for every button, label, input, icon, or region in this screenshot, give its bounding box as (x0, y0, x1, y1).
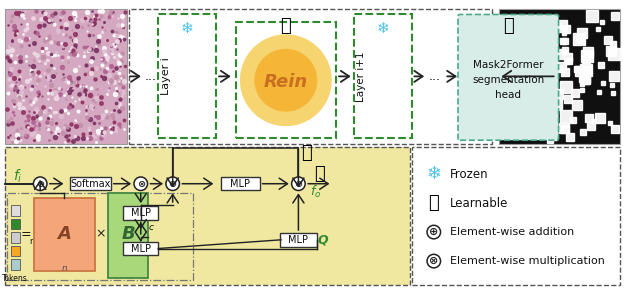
FancyBboxPatch shape (458, 15, 559, 140)
Text: Element-wise multiplication: Element-wise multiplication (451, 256, 605, 266)
Text: ❄: ❄ (426, 165, 442, 183)
Text: c: c (149, 223, 154, 232)
Bar (11, 205, 20, 215)
Text: ❄: ❄ (376, 22, 389, 36)
Text: ...: ... (429, 70, 441, 83)
Circle shape (166, 177, 179, 190)
Text: ⊕: ⊕ (294, 179, 303, 189)
Text: Mask2Former
segmentation
head: Mask2Former segmentation head (472, 60, 545, 100)
Text: Frozen: Frozen (451, 168, 489, 180)
Bar (124, 206, 158, 220)
Text: Softmax: Softmax (70, 179, 111, 189)
Bar (124, 242, 158, 255)
Bar (11, 259, 20, 270)
Text: ⊗: ⊗ (137, 179, 145, 189)
Text: Tokens: Tokens (2, 274, 28, 283)
Text: B: B (122, 225, 135, 243)
Text: 🔥: 🔥 (503, 17, 514, 35)
Bar (499, 9, 620, 144)
FancyBboxPatch shape (353, 15, 412, 138)
Text: Layer i: Layer i (161, 58, 171, 95)
Bar (412, 147, 620, 285)
Text: ⊕: ⊕ (429, 227, 438, 237)
Text: $f_o$: $f_o$ (310, 184, 321, 201)
Text: 🔥: 🔥 (280, 17, 291, 35)
Circle shape (33, 177, 47, 190)
Text: r: r (29, 237, 33, 246)
Bar (221, 177, 260, 190)
FancyBboxPatch shape (129, 9, 492, 144)
Text: $f_i$: $f_i$ (13, 167, 22, 185)
Text: Element-wise addition: Element-wise addition (451, 227, 575, 237)
Bar (11, 246, 20, 256)
Bar (70, 177, 111, 190)
Circle shape (134, 177, 148, 190)
Text: Rein: Rein (264, 73, 308, 91)
Text: MLP: MLP (289, 235, 308, 245)
Bar (11, 218, 20, 229)
Text: Q: Q (317, 233, 328, 246)
Ellipse shape (240, 34, 332, 126)
Text: Layer i+1: Layer i+1 (356, 51, 366, 102)
Text: 🔥: 🔥 (314, 165, 325, 183)
Text: =: = (20, 228, 31, 241)
Text: 🔥: 🔥 (301, 144, 312, 162)
Bar (5, 147, 410, 285)
Text: ⊕: ⊕ (168, 179, 177, 189)
Bar (35, 198, 95, 271)
Text: n: n (61, 264, 67, 273)
Circle shape (427, 254, 440, 268)
Text: 🔥: 🔥 (428, 194, 439, 212)
Circle shape (292, 177, 305, 190)
Text: Learnable: Learnable (451, 197, 509, 210)
Bar (108, 193, 148, 277)
Text: ...: ... (145, 70, 156, 83)
FancyBboxPatch shape (158, 15, 216, 138)
Bar (5, 9, 127, 144)
Text: ⊗: ⊗ (36, 179, 44, 189)
FancyBboxPatch shape (412, 147, 620, 285)
Text: MLP: MLP (131, 208, 151, 218)
Bar (11, 232, 20, 243)
Text: A: A (58, 225, 71, 243)
Text: MLP: MLP (131, 244, 151, 253)
Text: ⊗: ⊗ (429, 256, 438, 266)
Text: ❄: ❄ (181, 22, 193, 36)
Bar (280, 233, 317, 246)
Text: ×: × (95, 227, 106, 241)
Circle shape (427, 225, 440, 239)
Text: MLP: MLP (230, 179, 250, 189)
Ellipse shape (254, 49, 317, 112)
